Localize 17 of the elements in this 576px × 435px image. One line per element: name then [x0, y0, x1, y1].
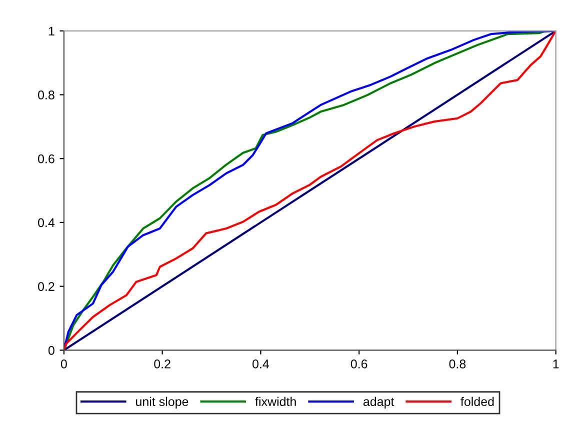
line-series — [64, 30, 556, 350]
y-tick-label: 0 — [48, 346, 54, 355]
y-tick-label: 0.8 — [38, 90, 54, 100]
legend-label: fixwidth — [255, 396, 296, 406]
x-tick-label: 0.2 — [154, 360, 170, 368]
legend-label: adapt — [363, 396, 394, 409]
x-tick-label: 0 — [60, 360, 67, 368]
x-tick-label: 1 — [553, 360, 559, 368]
legend-label: unit slope — [136, 396, 188, 409]
y-tick-label: 0.6 — [38, 154, 54, 164]
x-tick-label: 0.8 — [449, 360, 466, 368]
y-tick-label: 0.2 — [38, 282, 54, 291]
x-tick-label: 0.4 — [252, 360, 270, 368]
legend-label: folded — [460, 396, 494, 406]
y-tick-label: 1 — [48, 26, 54, 36]
x-tick-label: 0.6 — [350, 360, 368, 368]
y-tick-label: 0.4 — [38, 218, 55, 228]
